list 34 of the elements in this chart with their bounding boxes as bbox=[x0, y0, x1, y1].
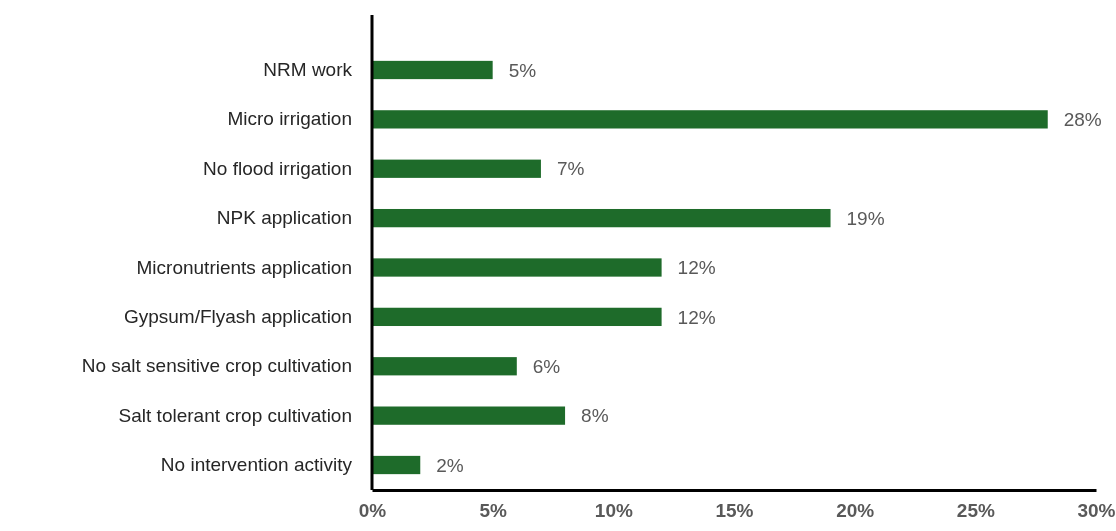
x-tick-label: 20% bbox=[836, 500, 875, 522]
bar bbox=[372, 455, 421, 475]
bar bbox=[372, 159, 541, 178]
y-tick-label: Micro irrigation bbox=[227, 108, 352, 130]
x-tick-label: 10% bbox=[594, 500, 633, 522]
y-tick-label: NPK application bbox=[216, 207, 352, 229]
y-tick-label: NRM work bbox=[263, 59, 353, 81]
y-tick-label: Gypsum/Flyash application bbox=[123, 305, 352, 327]
data-label: 2% bbox=[436, 454, 464, 476]
data-label: 8% bbox=[581, 405, 609, 427]
y-tick-label: No salt sensitive crop cultivation bbox=[81, 355, 352, 377]
x-tick-label: 30% bbox=[1077, 500, 1116, 522]
data-label: 12% bbox=[677, 306, 716, 328]
data-label: 5% bbox=[508, 59, 537, 81]
data-label: 12% bbox=[677, 257, 716, 279]
x-tick-label: 5% bbox=[479, 500, 507, 522]
y-tick-label: No flood irrigation bbox=[203, 157, 352, 179]
y-tick-label: No intervention activity bbox=[160, 454, 353, 476]
data-label: 7% bbox=[556, 158, 585, 180]
y-tick-label: Salt tolerant crop cultivation bbox=[118, 404, 352, 426]
x-tick-label: 15% bbox=[715, 500, 754, 522]
bar bbox=[372, 307, 662, 327]
bar bbox=[372, 208, 831, 228]
y-tick-label: Micronutrients application bbox=[136, 256, 352, 278]
bar bbox=[372, 258, 662, 277]
bar bbox=[372, 60, 493, 80]
bar bbox=[372, 357, 517, 376]
data-label: 28% bbox=[1063, 109, 1102, 131]
x-tick-label: 25% bbox=[956, 500, 995, 522]
bar bbox=[372, 406, 566, 425]
bar bbox=[372, 110, 1048, 129]
x-tick-label: 0% bbox=[358, 500, 387, 522]
data-label: 6% bbox=[532, 355, 561, 377]
data-label: 19% bbox=[846, 207, 885, 229]
